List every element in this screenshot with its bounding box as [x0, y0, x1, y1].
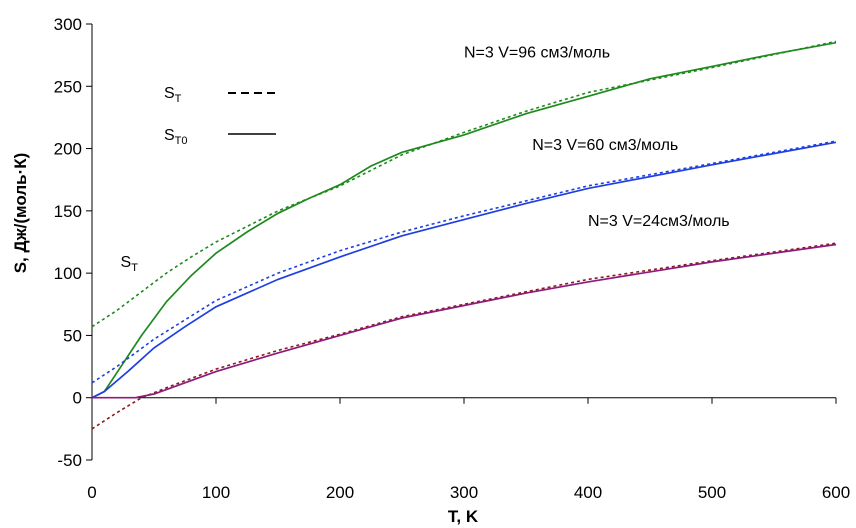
legend: ST ST0 — [164, 85, 276, 147]
y-axis-title: S, Дж/(моль·К) — [11, 153, 30, 274]
annotation-v24: N=3 V=24см3/моль — [588, 213, 730, 230]
y-tick-label: 100 — [54, 264, 82, 283]
annotation-v96: N=3 V=96 см3/моль — [464, 45, 610, 62]
x-tick-label: 400 — [574, 483, 602, 502]
y-ticks: -50 0 50 100 150 200 250 300 — [54, 15, 92, 470]
y-tick-label: 50 — [63, 326, 82, 345]
y-tick-label: 0 — [73, 389, 82, 408]
y-tick-label: 200 — [54, 140, 82, 159]
x-tick-label: 0 — [87, 483, 96, 502]
x-tick-label: 300 — [450, 483, 478, 502]
x-ticks: 0 100 200 300 400 500 600 — [87, 397, 850, 502]
plot-area: -50 0 50 100 150 200 250 300 0 100 200 300 400 500 60… — [54, 15, 851, 502]
x-tick-label: 500 — [698, 483, 726, 502]
series-line-v60-st — [91, 140, 837, 384]
legend-label-st: ST — [164, 85, 182, 105]
series-line-v96-st — [91, 40, 837, 328]
series-group — [91, 40, 837, 430]
series-line-v24-st0 — [92, 243, 837, 399]
y-tick-label: 300 — [54, 15, 82, 34]
x-tick-label: 600 — [822, 483, 850, 502]
x-axis-title: T, K — [448, 507, 479, 526]
y-tick-label: 250 — [54, 77, 82, 96]
series-line-v96-st0 — [91, 41, 837, 399]
legend-label-st0: ST0 — [164, 127, 188, 147]
annotation-st: ST — [121, 254, 139, 274]
annotation-v60: N=3 V=60 см3/моль — [532, 137, 678, 154]
y-tick-label: 150 — [54, 202, 82, 221]
x-tick-label: 200 — [326, 483, 354, 502]
y-tick-label: -50 — [57, 451, 82, 470]
x-tick-label: 100 — [202, 483, 230, 502]
series-line-v60-st0 — [91, 141, 837, 399]
